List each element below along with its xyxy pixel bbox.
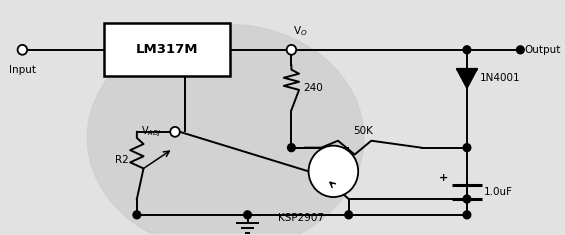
Circle shape — [345, 211, 353, 219]
Circle shape — [463, 195, 471, 203]
Text: 240: 240 — [303, 83, 323, 93]
Circle shape — [463, 46, 471, 54]
Circle shape — [288, 144, 295, 152]
Text: Output: Output — [524, 45, 560, 55]
Text: Input: Input — [9, 65, 36, 75]
Circle shape — [18, 45, 27, 55]
Ellipse shape — [87, 24, 364, 235]
Text: R2: R2 — [115, 156, 129, 165]
Polygon shape — [457, 69, 477, 88]
Text: KSP2907: KSP2907 — [278, 213, 324, 223]
Bar — [105, 23, 231, 76]
Circle shape — [463, 211, 471, 219]
Circle shape — [516, 46, 524, 54]
Circle shape — [308, 146, 358, 197]
Circle shape — [463, 144, 471, 152]
Text: 1.0uF: 1.0uF — [484, 187, 513, 197]
Circle shape — [244, 211, 251, 219]
Text: +: + — [438, 173, 448, 183]
Text: V$_{ADJ}$: V$_{ADJ}$ — [141, 125, 162, 139]
Circle shape — [286, 45, 296, 55]
Text: V$_O$: V$_O$ — [293, 24, 308, 38]
Circle shape — [170, 127, 180, 137]
Text: 1N4001: 1N4001 — [480, 74, 521, 83]
Circle shape — [133, 211, 141, 219]
Text: LM317M: LM317M — [136, 43, 199, 56]
Text: 50K: 50K — [353, 126, 373, 136]
